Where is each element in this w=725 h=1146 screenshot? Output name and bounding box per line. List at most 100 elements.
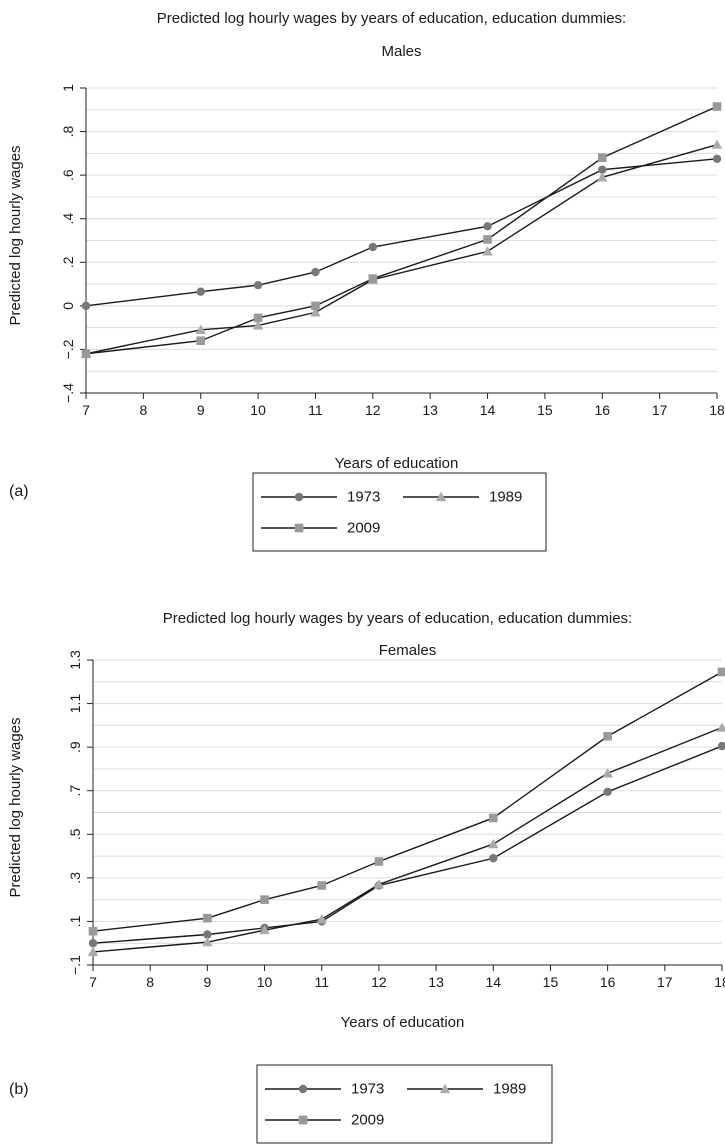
data-point-2009	[483, 235, 492, 244]
x-tick-label: 17	[657, 974, 673, 990]
legend-label: 1973	[351, 1081, 384, 1098]
legend-item-2009: 2009	[265, 1112, 384, 1129]
series-line-2009	[85, 105, 718, 355]
y-axis-label: Predicted log hourly wages	[7, 717, 24, 897]
series-1989	[80, 139, 723, 358]
data-point-2009	[253, 313, 263, 323]
y-tick-label: −.1	[67, 955, 83, 975]
chart-title: Predicted log hourly wages by years of e…	[163, 610, 632, 627]
y-tick-label: 0	[60, 302, 76, 310]
y-tick-label: .1	[67, 915, 83, 927]
x-tick-label: 13	[428, 974, 444, 990]
x-tick-label: 12	[365, 402, 381, 418]
data-point-2009	[317, 881, 327, 890]
series-1973	[88, 741, 725, 948]
data-point-1989	[711, 139, 723, 149]
data-point-2009	[488, 813, 498, 823]
series-line-1989	[85, 143, 718, 355]
legend-label: 1989	[489, 489, 522, 506]
x-tick-label: 14	[480, 402, 496, 418]
data-point-2009	[88, 926, 98, 936]
y-tick-label: .6	[60, 169, 76, 181]
series-line-1973	[85, 158, 718, 307]
x-tick-label: 7	[89, 974, 97, 990]
legend: 1973 1989 2009	[256, 1064, 553, 1144]
data-point-1989	[716, 722, 725, 732]
legend-item-1973: 1973	[265, 1081, 384, 1098]
legend-item-2009: 2009	[261, 520, 380, 537]
series-2009	[81, 102, 722, 359]
data-point-2009	[712, 102, 722, 111]
data-point-1989	[482, 246, 493, 256]
data-point-1973	[717, 741, 725, 751]
x-tick-label: 10	[257, 974, 273, 990]
y-tick-label: −.2	[60, 339, 76, 359]
x-axis-label: Years of education	[341, 1014, 465, 1031]
data-point-1989	[597, 172, 608, 182]
legend-box	[252, 472, 547, 552]
x-tick-label: 18	[714, 974, 725, 990]
data-point-1973	[203, 930, 212, 939]
series-1989	[87, 722, 725, 957]
x-tick-label: 12	[371, 974, 387, 990]
y-tick-label: .9	[67, 741, 83, 753]
data-point-1989	[310, 307, 321, 317]
x-tick-label: 10	[250, 402, 266, 418]
x-axis-label: Years of education	[335, 455, 459, 472]
legend-marker-triangle	[439, 1083, 451, 1094]
legend-marker-square	[294, 523, 304, 533]
data-point-1973	[368, 242, 378, 252]
data-point-2009	[597, 153, 607, 163]
data-point-1989	[316, 914, 327, 924]
legend-item-1989: 1989	[407, 1081, 526, 1098]
y-tick-label: .5	[67, 828, 83, 840]
data-point-1989	[252, 320, 264, 330]
x-tick-label: 9	[203, 974, 211, 990]
data-point-1989	[195, 324, 206, 334]
data-point-1989	[202, 936, 213, 947]
data-point-2009	[196, 336, 206, 346]
y-tick-label: .4	[60, 213, 76, 225]
data-point-1973	[311, 267, 320, 277]
y-tick-label: 1.3	[67, 650, 83, 670]
legend-label: 1989	[493, 1081, 526, 1098]
chart-title: Predicted log hourly wages by years of e…	[157, 10, 626, 27]
data-point-2009	[311, 301, 320, 311]
legend-marker-circle	[294, 492, 304, 502]
data-point-1989	[602, 768, 613, 778]
x-tick-label: 13	[422, 402, 438, 418]
chart-panel-2: Predicted log hourly wages by years of e…	[7, 610, 725, 1144]
data-point-1973	[598, 165, 607, 174]
panel-label: (b)	[9, 1081, 29, 1098]
legend-label: 2009	[347, 520, 380, 537]
series-2009	[88, 667, 725, 936]
series-line-2009	[92, 671, 723, 932]
data-point-1989	[488, 838, 499, 849]
data-point-1989	[87, 946, 99, 957]
y-tick-label: 1	[60, 84, 76, 92]
chart-panel-1: Predicted log hourly wages by years of e…	[7, 10, 725, 552]
y-axis-label: Predicted log hourly wages	[7, 145, 24, 325]
x-tick-label: 11	[308, 402, 323, 418]
x-tick-label: 9	[197, 402, 205, 418]
x-tick-label: 15	[543, 974, 559, 990]
data-point-2009	[603, 731, 612, 741]
x-tick-label: 16	[600, 974, 616, 990]
chart-subtitle: Females	[379, 642, 437, 659]
chart-subtitle: Males	[381, 43, 421, 60]
data-point-1973	[196, 287, 205, 296]
data-point-2009	[203, 913, 212, 923]
y-tick-label: .3	[67, 872, 83, 884]
series-1973	[81, 154, 722, 311]
y-tick-label: .2	[60, 256, 76, 268]
data-point-1973	[81, 301, 91, 311]
data-point-1973	[603, 787, 612, 797]
y-tick-label: .8	[60, 126, 76, 138]
x-tick-label: 11	[314, 974, 329, 990]
x-tick-label: 14	[485, 974, 501, 990]
y-tick-label: 1.1	[67, 694, 83, 714]
x-tick-label: 8	[139, 402, 147, 418]
legend-label: 1973	[347, 489, 380, 506]
legend-box	[256, 1064, 553, 1144]
